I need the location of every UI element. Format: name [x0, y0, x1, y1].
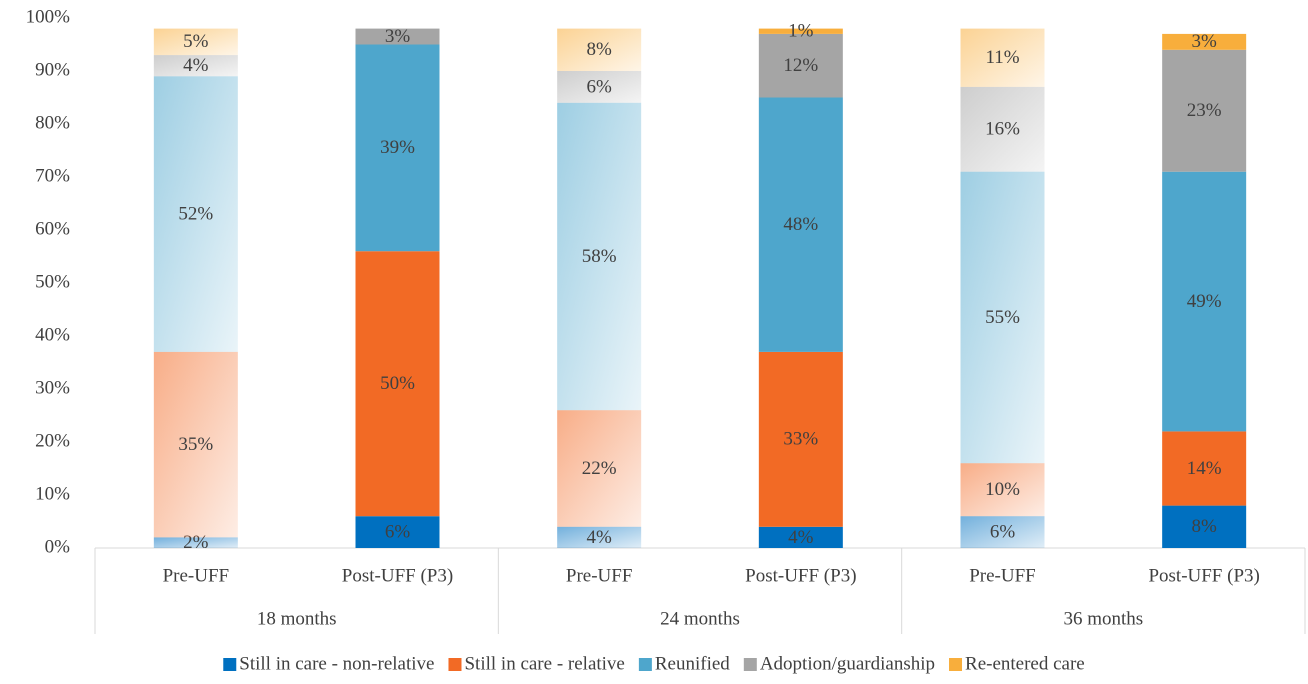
data-label: 4%: [587, 527, 613, 548]
data-label: 6%: [385, 521, 411, 542]
legend-swatch: [448, 658, 462, 671]
legend-label: Still in care - non-relative: [239, 653, 434, 674]
bar-segment: [1162, 33, 1247, 50]
data-label: 50%: [380, 373, 415, 394]
group-label: 36 months: [1063, 608, 1143, 629]
y-tick-label: 30%: [35, 377, 70, 398]
data-label: 4%: [183, 55, 209, 76]
bar-segment: [355, 28, 440, 45]
data-label: 3%: [1192, 31, 1218, 52]
data-label: 33%: [783, 429, 818, 450]
data-label: 35%: [178, 434, 213, 455]
bar-segment: [960, 28, 1045, 87]
legend-label: Reunified: [655, 653, 730, 674]
legend-swatch: [949, 658, 963, 671]
bar-segment: [758, 97, 843, 352]
bar-segment: [758, 28, 843, 34]
data-label: 5%: [183, 31, 209, 52]
bar-segment: [153, 351, 238, 538]
y-tick-label: 60%: [35, 218, 70, 239]
data-label: 11%: [985, 47, 1019, 68]
bar-segment: [960, 516, 1045, 548]
bar-segment: [557, 526, 642, 548]
data-label: 52%: [178, 203, 213, 224]
data-label: 3%: [385, 26, 411, 47]
data-label: 4%: [788, 527, 814, 548]
group-label: 24 months: [660, 608, 740, 629]
y-tick-label: 90%: [35, 59, 70, 80]
data-label: 8%: [587, 39, 613, 60]
bar-segment: [758, 351, 843, 527]
bar-segment: [153, 76, 238, 352]
legend-swatch: [638, 658, 652, 671]
bar-segment: [1162, 431, 1247, 506]
x-tick-label: Pre-UFF: [163, 565, 230, 586]
bar-segment: [1162, 505, 1247, 548]
data-label: 12%: [783, 55, 818, 76]
y-tick-label: 10%: [35, 483, 70, 504]
legend-label: Re-entered care: [965, 653, 1085, 674]
data-label: 6%: [587, 76, 613, 97]
legend: Still in care - non-relative Still in car…: [223, 653, 1085, 674]
bar-segment: [557, 28, 642, 72]
y-tick-label: 80%: [35, 112, 70, 133]
x-tick-label: Post-UFF (P3): [745, 565, 856, 586]
y-tick-label: 100%: [26, 6, 71, 27]
bar-segment: [153, 537, 238, 548]
data-label: 22%: [582, 458, 617, 479]
y-tick-label: 20%: [35, 430, 70, 451]
data-label: 48%: [783, 214, 818, 235]
data-label: 58%: [582, 246, 617, 267]
data-label: 39%: [380, 137, 415, 158]
data-label: 16%: [985, 119, 1020, 140]
bar-segment: [557, 410, 642, 527]
x-tick-label: Pre-UFF: [969, 565, 1036, 586]
x-tick-label: Post-UFF (P3): [1148, 565, 1259, 586]
y-tick-label: 50%: [35, 271, 70, 292]
group-label: 18 months: [257, 608, 337, 629]
y-tick-label: 70%: [35, 165, 70, 186]
x-tick-label: Pre-UFF: [566, 565, 633, 586]
data-label: 1%: [788, 21, 814, 42]
x-tick-label: Post-UFF (P3): [342, 565, 453, 586]
y-tick-label: 0%: [45, 536, 71, 557]
bar-segment: [960, 171, 1045, 464]
bar-segment: [758, 33, 843, 98]
bar-segment: [153, 28, 238, 56]
y-tick-label: 40%: [35, 324, 70, 345]
bar-segment: [960, 463, 1045, 517]
data-label: 6%: [990, 521, 1016, 542]
legend-label: Still in care - relative: [464, 653, 624, 674]
data-label: 23%: [1187, 100, 1222, 121]
bar-segment: [355, 251, 440, 517]
data-label: 49%: [1187, 291, 1222, 312]
legend-label: Adoption/guardianship: [760, 653, 935, 674]
legend-swatch: [223, 658, 237, 671]
bar-segment: [557, 71, 642, 103]
bar-segment: [557, 102, 642, 411]
bar-segment: [960, 86, 1045, 172]
bar-segment: [1162, 49, 1247, 172]
bar-segment: [758, 526, 843, 548]
data-label: 8%: [1192, 516, 1218, 537]
bar-segment: [355, 516, 440, 548]
legend-swatch: [743, 658, 757, 671]
data-label: 14%: [1187, 458, 1222, 479]
bar-segment: [153, 55, 238, 77]
bar-segment: [355, 44, 440, 252]
bar-segment: [1162, 171, 1247, 432]
data-label: 10%: [985, 479, 1020, 500]
data-label: 55%: [985, 307, 1020, 328]
